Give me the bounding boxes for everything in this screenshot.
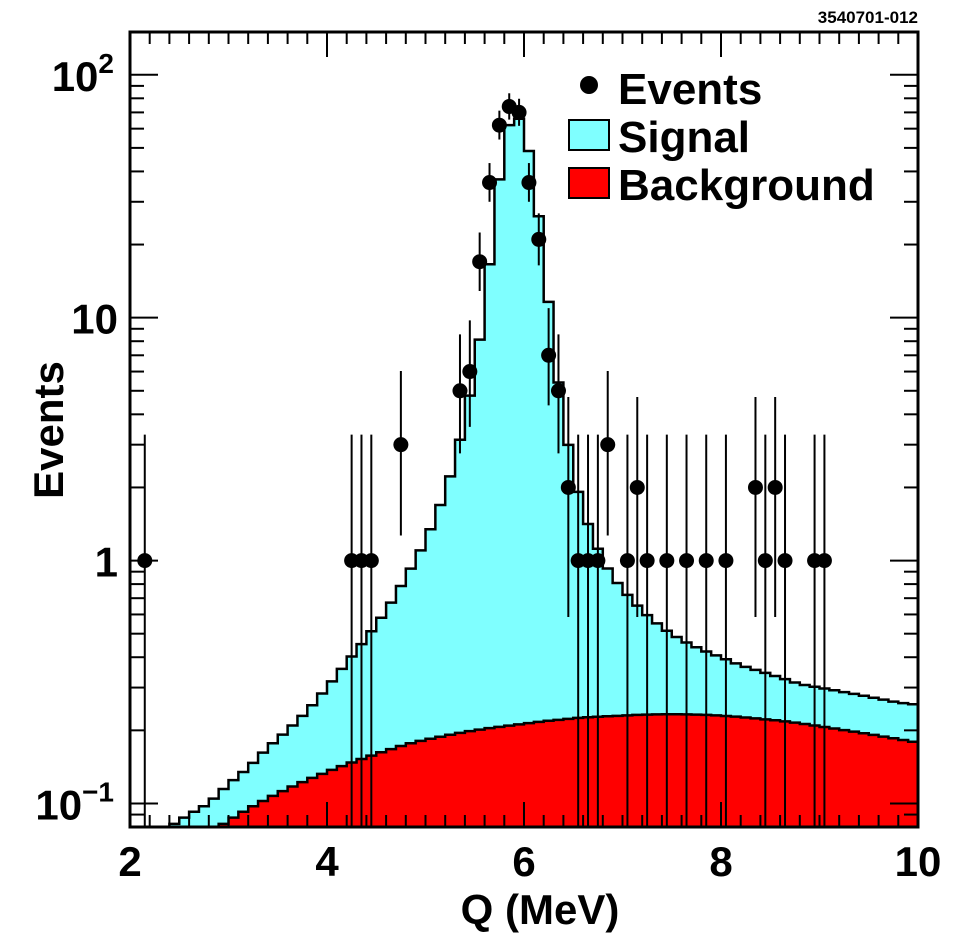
legend-events-marker xyxy=(580,76,598,94)
event-point-22 xyxy=(629,396,645,617)
event-point-33 xyxy=(816,434,832,827)
event-marker xyxy=(679,553,695,569)
event-marker xyxy=(550,383,566,399)
y-tick-label: 10 xyxy=(71,296,118,343)
event-point-5 xyxy=(452,334,468,454)
event-point-29 xyxy=(757,434,773,827)
event-point-26 xyxy=(698,434,714,827)
event-point-24 xyxy=(659,434,675,827)
signal-fill xyxy=(149,118,918,828)
event-point-12 xyxy=(521,163,537,202)
y-tick-label: 102 xyxy=(52,48,114,100)
x-tick-label: 8 xyxy=(709,838,732,885)
event-point-31 xyxy=(777,434,793,827)
event-point-20 xyxy=(600,370,616,536)
legend-signal-label: Signal xyxy=(618,113,750,162)
event-marker xyxy=(757,553,773,569)
event-marker xyxy=(816,553,832,569)
y-tick-label-exponent: −1 xyxy=(82,776,114,807)
x-axis-title: Q (MeV) xyxy=(461,886,620,933)
event-marker xyxy=(718,553,734,569)
event-marker xyxy=(747,479,763,495)
event-marker xyxy=(619,553,635,569)
event-marker xyxy=(629,479,645,495)
event-marker xyxy=(541,347,557,363)
event-point-21 xyxy=(619,434,635,827)
legend-background-label: Background xyxy=(618,161,875,210)
event-marker xyxy=(698,553,714,569)
event-marker xyxy=(363,553,379,569)
event-point-13 xyxy=(531,213,547,266)
event-marker xyxy=(767,479,783,495)
figure-id: 3540701-012 xyxy=(818,8,918,27)
event-point-0 xyxy=(137,434,153,827)
event-point-23 xyxy=(639,434,655,827)
event-point-3 xyxy=(363,434,379,827)
event-marker xyxy=(639,553,655,569)
background-fill xyxy=(198,714,918,827)
y-tick-label-base: 10 xyxy=(35,781,82,828)
x-tick-label: 10 xyxy=(895,838,942,885)
x-tick-label: 6 xyxy=(512,838,535,885)
y-tick-label: 10−1 xyxy=(35,776,114,828)
event-marker xyxy=(511,104,527,120)
event-point-4 xyxy=(393,370,409,536)
event-point-14 xyxy=(541,308,557,406)
event-point-11 xyxy=(511,98,527,126)
event-point-25 xyxy=(679,434,695,827)
legend-signal-swatch xyxy=(568,119,610,151)
event-marker xyxy=(491,117,507,133)
legend-background-swatch xyxy=(568,167,610,199)
event-point-27 xyxy=(718,434,734,827)
event-marker xyxy=(452,383,468,399)
event-marker xyxy=(472,254,488,270)
y-tick-label-exponent: 2 xyxy=(98,48,114,79)
y-axis-title: Events xyxy=(25,361,72,499)
background-outline xyxy=(198,712,918,829)
event-point-8 xyxy=(482,163,498,202)
event-marker xyxy=(531,231,547,247)
event-point-7 xyxy=(472,232,488,291)
legend: Events Signal Background xyxy=(568,65,875,210)
y-tick-label-base: 10 xyxy=(52,53,99,100)
x-tick-label: 4 xyxy=(315,838,339,885)
event-point-30 xyxy=(767,396,783,617)
event-marker xyxy=(482,175,498,191)
event-marker xyxy=(521,175,537,191)
event-point-28 xyxy=(747,396,763,617)
event-point-15 xyxy=(550,334,566,454)
event-marker xyxy=(600,437,616,453)
event-point-19 xyxy=(590,434,606,827)
event-marker xyxy=(560,479,576,495)
event-point-6 xyxy=(462,320,478,427)
event-marker xyxy=(590,553,606,569)
event-marker xyxy=(777,553,793,569)
event-marker xyxy=(462,364,478,380)
event-point-16 xyxy=(560,396,576,617)
x-tick-label: 2 xyxy=(118,838,141,885)
histogram-outlines xyxy=(149,117,918,829)
signal-outline xyxy=(149,117,918,829)
legend-events-label: Events xyxy=(618,65,762,114)
event-marker xyxy=(393,437,409,453)
event-marker xyxy=(659,553,675,569)
event-markers xyxy=(137,93,832,827)
event-point-9 xyxy=(491,110,507,140)
histogram-fills xyxy=(149,118,918,828)
y-tick-label: 1 xyxy=(95,539,118,586)
axis-ticks xyxy=(129,32,919,828)
